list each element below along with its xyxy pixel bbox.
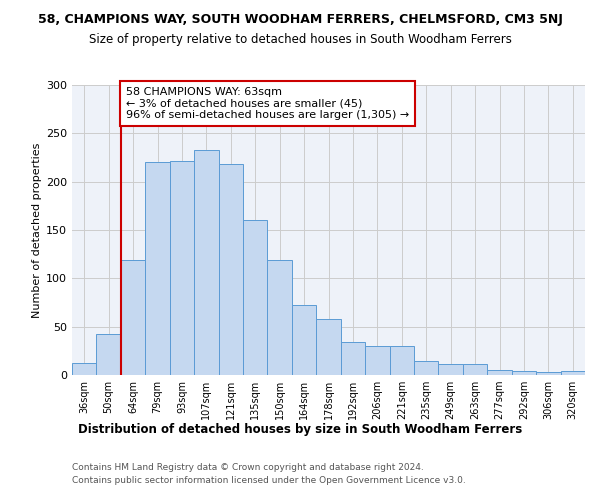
Text: 58 CHAMPIONS WAY: 63sqm
← 3% of detached houses are smaller (45)
96% of semi-det: 58 CHAMPIONS WAY: 63sqm ← 3% of detached…	[126, 87, 409, 120]
Bar	[560, 371, 585, 375]
Bar	[170, 162, 194, 375]
Bar	[414, 360, 439, 375]
Bar	[292, 306, 316, 375]
Bar	[145, 162, 170, 375]
Text: Contains HM Land Registry data © Crown copyright and database right 2024.: Contains HM Land Registry data © Crown c…	[72, 464, 424, 472]
Bar	[463, 364, 487, 375]
Bar	[72, 364, 97, 375]
Bar	[389, 346, 414, 375]
Bar	[97, 334, 121, 375]
Bar	[512, 371, 536, 375]
Text: Contains public sector information licensed under the Open Government Licence v3: Contains public sector information licen…	[72, 476, 466, 485]
Bar	[268, 260, 292, 375]
Bar	[218, 164, 243, 375]
Bar	[194, 150, 218, 375]
Bar	[439, 364, 463, 375]
Bar	[243, 220, 268, 375]
Bar	[365, 346, 389, 375]
Y-axis label: Number of detached properties: Number of detached properties	[32, 142, 42, 318]
Bar	[316, 319, 341, 375]
Bar	[487, 370, 512, 375]
Bar	[121, 260, 145, 375]
Text: Distribution of detached houses by size in South Woodham Ferrers: Distribution of detached houses by size …	[78, 422, 522, 436]
Bar	[341, 342, 365, 375]
Text: Size of property relative to detached houses in South Woodham Ferrers: Size of property relative to detached ho…	[89, 32, 511, 46]
Text: 58, CHAMPIONS WAY, SOUTH WOODHAM FERRERS, CHELMSFORD, CM3 5NJ: 58, CHAMPIONS WAY, SOUTH WOODHAM FERRERS…	[38, 12, 562, 26]
Bar	[536, 372, 560, 375]
